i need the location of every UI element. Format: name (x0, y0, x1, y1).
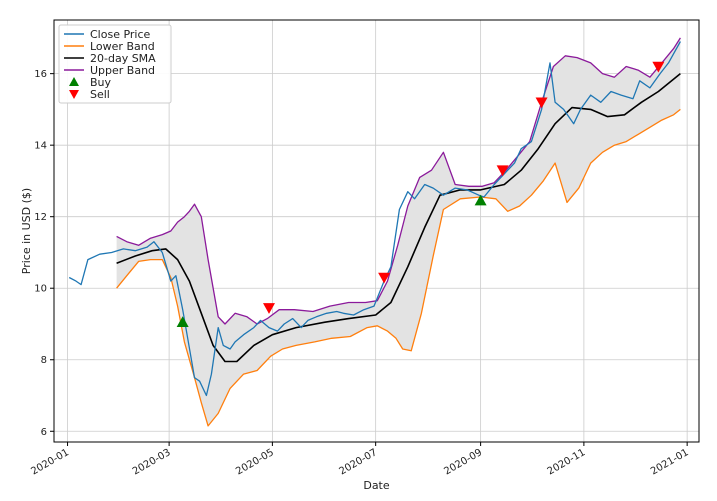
plot-frame (53, 19, 700, 443)
band-fill-area (116, 37, 681, 426)
sell-marker (378, 272, 391, 284)
sell-marker (652, 61, 665, 73)
legend-label-20-day-sma: 20-day SMA (90, 52, 156, 65)
sell-marker (263, 303, 275, 314)
sell-marker (496, 165, 509, 177)
y-axis-title: Price in USD ($) (20, 188, 33, 274)
20-day-sma-line (116, 72, 681, 363)
buy-marker (176, 316, 189, 327)
upper-band-line (116, 37, 681, 325)
y-tick-label: 6 (41, 427, 47, 438)
legend-label-lower-band: Lower Band (90, 40, 155, 53)
x-axis-title: Date (363, 479, 390, 492)
y-tick-label: 14 (34, 141, 47, 152)
legend-swatch-buy (69, 77, 79, 86)
series-lines (68, 37, 681, 427)
y-tick-label: 12 (34, 212, 47, 223)
y-tick-label: 16 (34, 69, 47, 80)
y-axis: 6 8 10 12 14 16 (34, 69, 54, 438)
legend-label-close-price: Close Price (90, 28, 151, 41)
close-price-line (68, 41, 681, 397)
sell-marker (535, 97, 548, 109)
band-fill (116, 37, 681, 426)
signal-markers (176, 61, 665, 327)
buy-marker (474, 194, 487, 206)
legend-swatch-sell (69, 90, 79, 99)
legend-label-buy: Buy (90, 76, 112, 89)
legend-label-upper-band: Upper Band (90, 64, 155, 77)
y-tick-label: 8 (41, 355, 47, 366)
legend-box (58, 24, 172, 104)
y-tick-label: 10 (34, 284, 47, 295)
legend-label-sell: Sell (90, 88, 110, 101)
